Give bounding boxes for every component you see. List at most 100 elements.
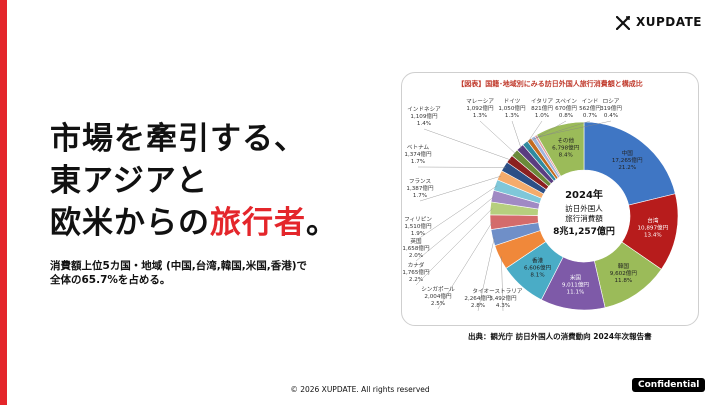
source-note: 出典：観光庁 訪日外国人の消費動向 2024年次報告書 (468, 332, 652, 341)
chart-panel: 【図表】国籍･地域別にみる訪日外国人旅行消費額と構成比 中国 17,265億円 21… (401, 72, 699, 326)
slice-pct-label: 8.1% (530, 272, 544, 278)
headline-line-3-prefix: 欧米からの (50, 205, 210, 241)
slice-amount-label: 1,109億円 (410, 112, 438, 120)
slice-amount-label: 6,606億円 (524, 263, 552, 271)
slice-pct-label: 1.9% (411, 231, 425, 237)
slice-amount-label: 1,092億円 (466, 104, 494, 112)
slice-name-label: インドネシア (407, 106, 441, 113)
slice-name-label: タイ (472, 287, 483, 295)
donut-chart: 中国17,265億円21.2%台湾10,897億円13.4%韓国9,602億円1… (402, 97, 679, 312)
brand-name: XUPDATE (636, 15, 702, 29)
slice-name-label: ベトナム (407, 144, 430, 151)
slice-amount-label: 17,265億円 (612, 156, 643, 164)
subtext-line-1: 消費額上位5カ国・地域 (中国,台湾,韓国,米国,香港)で (50, 260, 308, 272)
slice-name-label: ロシア (603, 98, 620, 105)
slice-amount-label: 9,011億円 (562, 280, 590, 288)
center-line-2: 旅行消費額 (565, 213, 603, 223)
leader-line (437, 221, 493, 310)
center-line-1: 訪日外国人 (565, 203, 603, 213)
slice-amount-label: 1,765億円 (402, 268, 430, 276)
slice-amount-label: 562億円 (579, 104, 601, 112)
leader-line (419, 175, 502, 202)
slice-amount-label: 1,374億円 (404, 150, 432, 158)
center-year: 2024年 (565, 188, 603, 201)
slice-amount-label: 319億円 (600, 104, 622, 112)
slice-name-label: インド (582, 99, 599, 105)
chart-title: 【図表】国籍･地域別にみる訪日外国人旅行消費額と構成比 (457, 80, 643, 88)
slice-pct-label: 2.0% (409, 253, 423, 259)
slice-amount-label: 10,897億円 (637, 224, 668, 232)
slice-name-label: 韓国 (618, 262, 630, 270)
slice-pct-label: 0.7% (583, 113, 597, 119)
slice-pct-label: 2.5% (431, 301, 445, 307)
slice-0 (583, 121, 676, 206)
slice-name-label: フィリピン (404, 216, 432, 223)
slice-amount-label: 821億円 (531, 104, 553, 112)
slice-amount-label: 670億円 (555, 104, 577, 112)
slice-pct-label: 0.8% (559, 113, 573, 119)
brand-logo: XUPDATE (615, 15, 702, 31)
slice-name-label: 台湾 (647, 217, 659, 225)
slice-name-label: 中国 (622, 149, 634, 157)
leader-line (417, 185, 498, 240)
confidential-badge: Confidential (632, 378, 706, 392)
leader-line (415, 196, 495, 262)
headline: 市場を牽引する、 東アジアと 欧米からの旅行者。 (50, 118, 338, 244)
headline-line-3: 欧米からの旅行者。 (50, 202, 338, 244)
slice-20 (536, 121, 585, 177)
leader-line (536, 120, 612, 138)
slice-name-label: シンガポール (421, 285, 455, 293)
slice-name-label: フランス (409, 178, 432, 185)
slice-name-label: 香港 (532, 256, 544, 264)
slice-pct-label: 11.1% (567, 289, 585, 295)
slice-name-label: その他 (557, 136, 574, 144)
slice-amount-label: 3,492億円 (489, 294, 517, 302)
accent-bar (0, 0, 7, 405)
xupdate-logo-icon (615, 15, 631, 31)
slice-name-label: イタリア (531, 97, 554, 105)
slice-pct-label: 1.0% (535, 113, 549, 119)
slice-pct-label: 21.2% (618, 165, 636, 171)
slice-name-label: ドイツ (504, 99, 521, 105)
slice-pct-label: 1.7% (411, 159, 425, 165)
slice-pct-label: 1.7% (413, 193, 427, 199)
subtext: 消費額上位5カ国・地域 (中国,台湾,韓国,米国,香港)で 全体の65.7%を占… (50, 259, 307, 287)
leader-line (501, 256, 504, 312)
slice-pct-label: 1.3% (505, 113, 519, 119)
slice-pct-label: 11.8% (614, 278, 632, 284)
slice-amount-label: 1,510億円 (404, 222, 432, 230)
slice-pct-label: 2.8% (471, 303, 485, 309)
slice-amount-label: 1,387億円 (406, 184, 434, 192)
slice-amount-label: 9,602億円 (610, 269, 638, 277)
leader-line (479, 120, 517, 155)
headline-line-2: 東アジアと (50, 163, 209, 199)
center-total: 8兆1,257億円 (553, 225, 615, 237)
slice-pct-label: 4.3% (496, 303, 510, 309)
slice-name-label: スペイン (555, 98, 577, 105)
slice-name-label: カナダ (408, 261, 425, 269)
slice-pct-label: 1.4% (417, 121, 431, 127)
leader-line (511, 120, 522, 149)
slice-amount-label: 2,264億円 (464, 294, 492, 302)
copyright: © 2026 XUPDATE. All rights reserved (290, 385, 430, 394)
slice-name-label: マレーシア (466, 98, 494, 105)
slice-pct-label: 1.3% (473, 113, 487, 119)
headline-line-1: 市場を牽引する、 (50, 121, 306, 157)
slice-pct-label: 2.2% (409, 277, 423, 283)
slice-pct-label: 8.4% (559, 152, 573, 158)
slice-amount-label: 1,658億円 (402, 244, 430, 252)
slice-pct-label: 13.4% (644, 233, 662, 239)
slice-name-label: 英国 (410, 237, 422, 245)
leader-line (477, 237, 495, 312)
headline-line-3-suffix: 。 (306, 205, 338, 241)
slice-amount-label: 2,004億円 (424, 292, 452, 300)
slice-name-label: 米国 (570, 273, 582, 281)
leader-line (526, 120, 543, 145)
slice-pct-label: 0.4% (604, 113, 618, 119)
headline-accent: 旅行者 (210, 205, 306, 241)
slice-amount-label: 1,050億円 (498, 104, 526, 112)
slice-name-label: オーストラリア (484, 288, 523, 295)
leader-line (423, 128, 512, 161)
subtext-line-2: 全体の65.7%を占める。 (50, 274, 171, 286)
leader-line (415, 208, 493, 286)
